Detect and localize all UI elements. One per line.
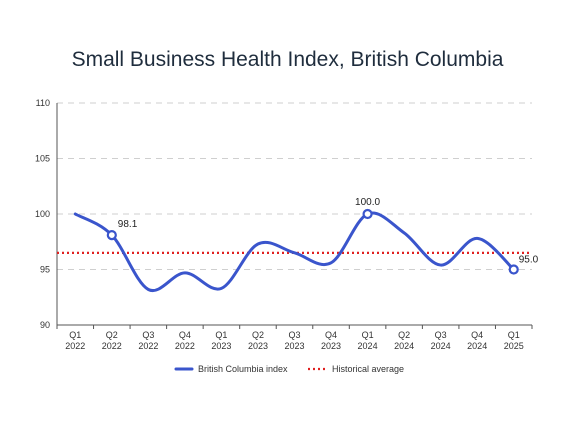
legend-label-british-columbia-index: British Columbia index — [198, 364, 288, 374]
series-line-british-columbia-index — [73, 211, 516, 293]
legend-label-historical-average: Historical average — [332, 364, 404, 374]
x-tick-label: Q2 2023 — [248, 330, 268, 351]
data-point-marker — [106, 229, 117, 241]
gridlines — [57, 102, 532, 270]
x-tick-label: Q1 2023 — [211, 330, 231, 351]
x-tick-label: Q1 2025 — [504, 330, 524, 351]
data-point-marker — [508, 264, 519, 275]
point-markers: 98.1 100.0 95.0 — [106, 197, 539, 275]
data-label: 100.0 — [355, 197, 380, 208]
y-tick-label: 95 — [40, 265, 50, 275]
data-point-marker — [362, 208, 373, 220]
x-tick-label: Q1 2022 — [65, 330, 85, 351]
data-label: 98.1 — [118, 219, 138, 230]
y-tick-label: 105 — [35, 154, 50, 164]
x-axis-ticks: Q1 2022 Q2 2022 Q3 2022 Q4 2022 Q1 2023 Q2 2023 Q3 20… — [56, 325, 533, 351]
x-tick-label: Q2 2022 — [102, 330, 122, 351]
x-tick-label: Q3 2024 — [431, 330, 451, 351]
chart-title: Small Business Health Index, British Col… — [71, 48, 504, 71]
y-tick-label: 100 — [35, 209, 50, 219]
legend[interactable]: British Columbia index Historical average — [174, 364, 404, 374]
data-label: 95.0 — [519, 255, 539, 266]
x-tick-label: Q2 2024 — [394, 330, 414, 351]
x-tick-label: Q3 2022 — [138, 330, 158, 351]
x-tick-label: Q4 2024 — [467, 330, 487, 351]
series-layer — [73, 211, 516, 293]
x-tick-label: Q4 2023 — [321, 330, 341, 351]
y-tick-label: 90 — [40, 320, 50, 330]
x-tick-label: Q1 2024 — [358, 330, 378, 351]
x-tick-label: Q4 2022 — [175, 330, 195, 351]
y-axis-ticks: 90 95 100 105 110 — [35, 98, 50, 330]
axes — [56, 103, 532, 326]
y-tick-label: 110 — [36, 98, 50, 108]
x-tick-label: Q3 2023 — [284, 330, 304, 351]
